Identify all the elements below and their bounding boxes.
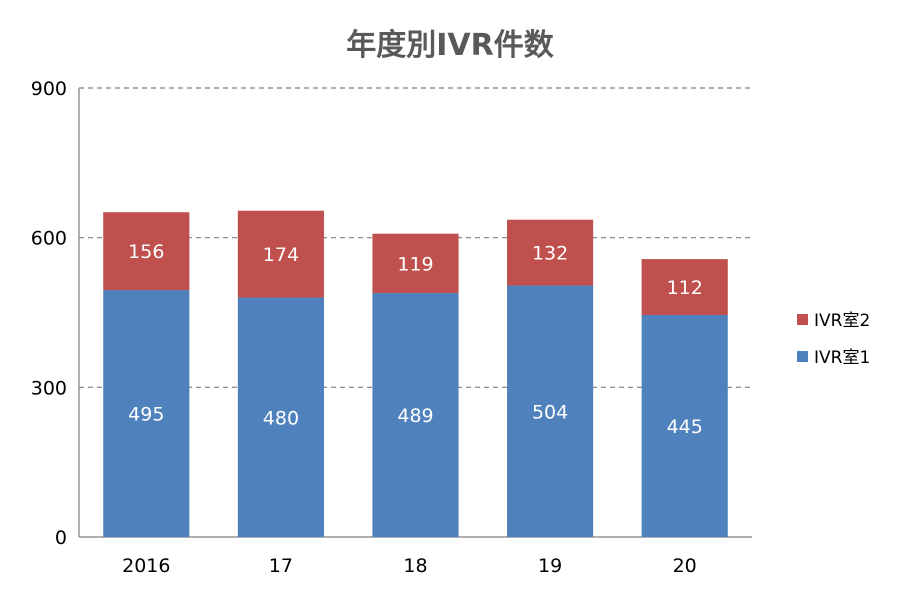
data-label: 445 <box>667 416 703 438</box>
bar-1-20 <box>641 314 728 537</box>
data-label: 174 <box>263 244 299 266</box>
data-label: 119 <box>397 253 433 275</box>
data-label: 495 <box>128 404 164 426</box>
x-tick-label: 18 <box>403 555 427 577</box>
data-label: 504 <box>532 401 568 423</box>
bar-2-18 <box>372 233 459 294</box>
data-label: 480 <box>263 407 299 429</box>
y-tick-label: 300 <box>31 377 67 399</box>
bar-1-17 <box>237 297 324 537</box>
y-tick-label: 0 <box>55 527 67 549</box>
y-tick-label: 600 <box>31 228 67 250</box>
legend-label: IVR室1 <box>814 348 870 368</box>
x-tick-label: 20 <box>673 555 697 577</box>
bar-1-18 <box>372 293 459 537</box>
data-label: 132 <box>532 243 568 265</box>
bar-2-2016 <box>103 212 190 291</box>
bar-1-19 <box>507 285 594 537</box>
x-tick-label: 17 <box>269 555 293 577</box>
x-tick-label: 19 <box>538 555 562 577</box>
bar-1-2016 <box>103 290 190 537</box>
bar-2-19 <box>507 219 594 286</box>
y-tick-label: 900 <box>31 78 67 100</box>
data-label: 156 <box>128 241 164 263</box>
data-label: 112 <box>667 277 703 299</box>
x-tick-label: 2016 <box>122 555 170 577</box>
legend-swatch <box>797 351 808 362</box>
legend-label: IVR室2 <box>814 311 870 331</box>
data-label: 489 <box>397 405 433 427</box>
bar-2-20 <box>641 259 728 315</box>
legend-swatch <box>797 314 808 325</box>
chart-title: 年度別IVR件数 <box>346 28 554 63</box>
bar-2-17 <box>237 210 324 298</box>
